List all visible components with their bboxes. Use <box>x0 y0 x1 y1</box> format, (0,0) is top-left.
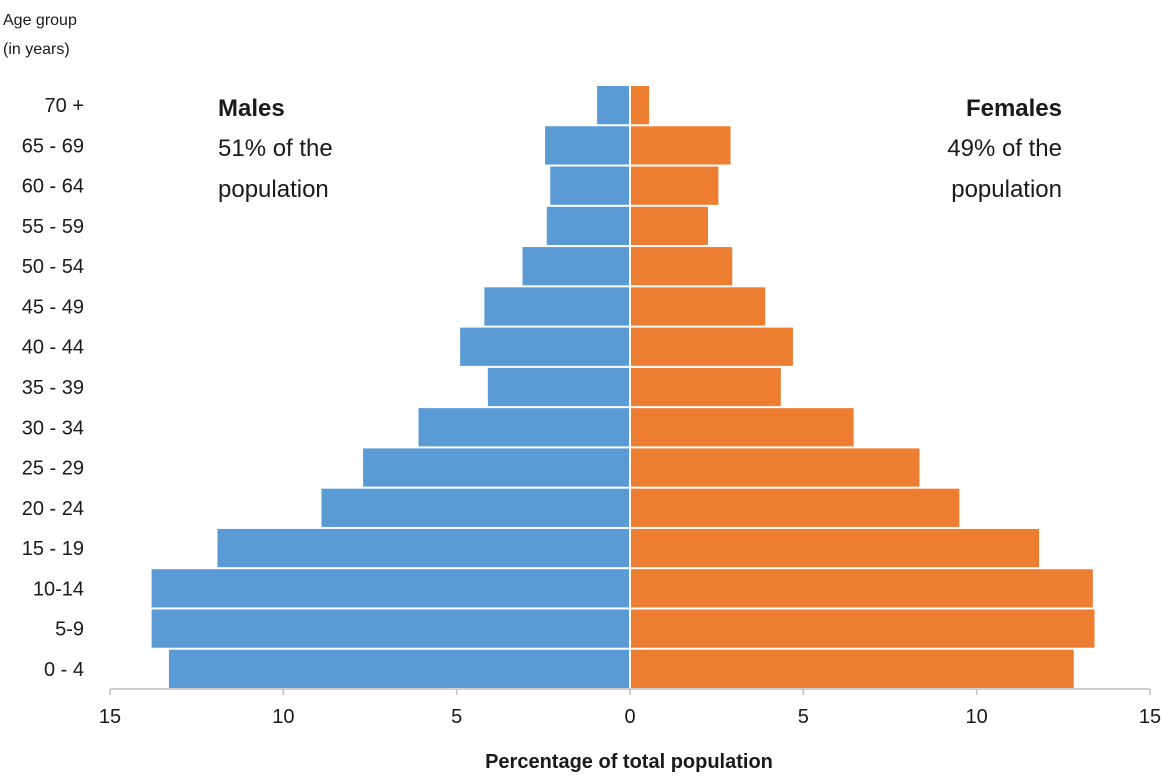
x-tick-label: 10 <box>272 706 294 728</box>
age-group-label: 15 - 19 <box>22 538 84 560</box>
males-annotation-title: Males <box>218 95 285 122</box>
females-bar-8 <box>630 327 793 366</box>
females-bar-2 <box>630 569 1093 608</box>
females-annotation-line1: 49% of the <box>947 135 1062 162</box>
age-group-label: 60 - 64 <box>22 176 84 198</box>
females-bar-14 <box>630 86 650 125</box>
males-bar-12 <box>550 166 630 205</box>
age-group-label: 10-14 <box>33 578 84 600</box>
y-axis-title-line2: (in years) <box>3 41 70 58</box>
females-bar-13 <box>630 126 731 165</box>
age-group-label: 20 - 24 <box>22 498 84 520</box>
x-axis-ticks: 15 10 5 0 5 10 15 <box>99 689 1161 728</box>
x-tick-label: 15 <box>1139 706 1161 728</box>
females-bar-0 <box>630 649 1074 688</box>
males-bar-8 <box>460 327 630 366</box>
age-group-label: 70 + <box>45 95 84 117</box>
females-bar-5 <box>630 448 920 487</box>
females-annotation-title: Females <box>966 95 1062 122</box>
females-bar-6 <box>630 408 854 447</box>
age-group-label: 65 - 69 <box>22 135 84 157</box>
males-bar-1 <box>151 609 630 648</box>
males-bar-5 <box>363 448 630 487</box>
age-group-label: 55 - 59 <box>22 216 84 238</box>
x-tick-label: 5 <box>798 706 809 728</box>
males-bar-13 <box>545 126 630 165</box>
males-bar-4 <box>321 488 630 527</box>
females-bar-3 <box>630 528 1040 568</box>
males-bar-10 <box>522 247 630 286</box>
y-axis-labels: 0 - 4 5-9 10-14 15 - 19 20 - 24 25 - 29 30 - 3… <box>22 95 84 681</box>
males-bar-14 <box>597 86 630 125</box>
age-group-label: 25 - 29 <box>22 458 84 480</box>
age-group-label: 40 - 44 <box>22 337 84 359</box>
males-bar-11 <box>546 206 630 246</box>
males-bar-9 <box>484 287 630 326</box>
males-bar-6 <box>418 408 630 447</box>
bars-layer <box>151 86 1095 688</box>
females-bar-11 <box>630 206 708 246</box>
age-group-label: 50 - 54 <box>22 256 84 278</box>
x-tick-label: 0 <box>624 706 635 728</box>
age-group-label: 0 - 4 <box>44 659 84 681</box>
males-bar-3 <box>217 528 630 568</box>
males-bar-2 <box>151 569 630 608</box>
age-group-label: 30 - 34 <box>22 417 84 439</box>
x-tick-label: 5 <box>451 706 462 728</box>
females-annotation-line2: population <box>951 176 1062 203</box>
x-tick-label: 10 <box>966 706 988 728</box>
x-axis-title: Percentage of total population <box>485 751 773 773</box>
x-tick-label: 15 <box>99 706 121 728</box>
males-annotation-line1: 51% of the <box>218 135 333 162</box>
males-bar-0 <box>168 649 630 688</box>
age-group-label: 35 - 39 <box>22 377 84 399</box>
females-bar-4 <box>630 488 960 527</box>
males-annotation-line2: population <box>218 176 329 203</box>
females-bar-9 <box>630 287 766 326</box>
age-group-label: 5-9 <box>55 619 84 641</box>
females-bar-1 <box>630 609 1095 648</box>
males-bar-7 <box>487 367 630 407</box>
females-bar-12 <box>630 166 719 205</box>
y-axis-title-line1: Age group <box>3 12 77 29</box>
females-bar-10 <box>630 247 733 286</box>
females-bar-7 <box>630 367 781 407</box>
age-group-label: 45 - 49 <box>22 296 84 318</box>
